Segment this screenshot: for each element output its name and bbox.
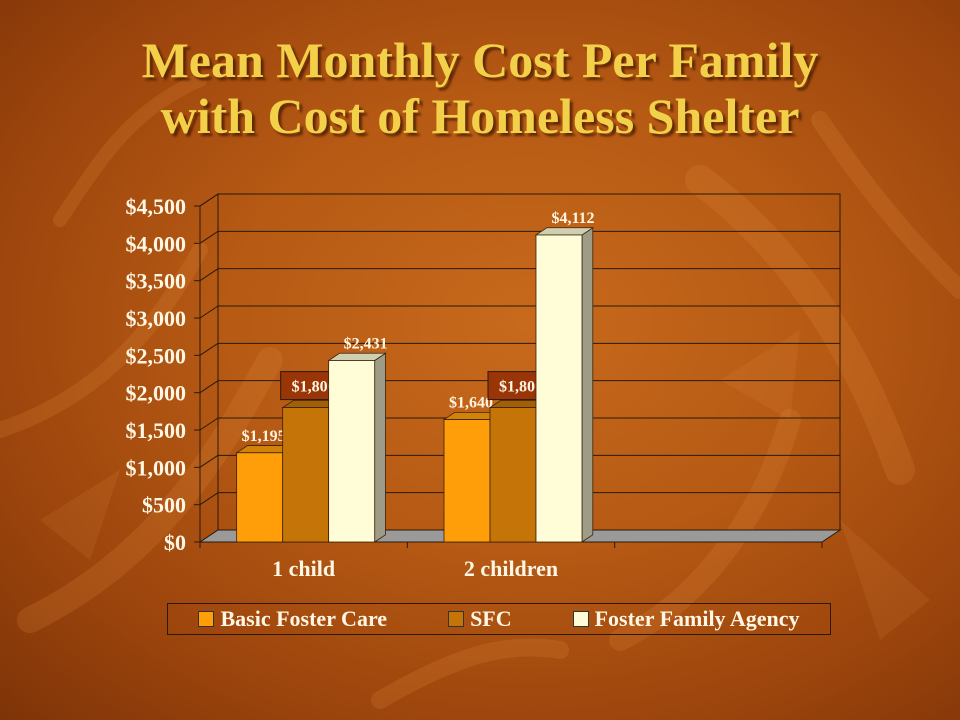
- gridline-side: [199, 492, 219, 506]
- data-label: $1,640: [449, 395, 493, 412]
- bar-top: [327, 352, 387, 361]
- gridline-side: [199, 193, 219, 207]
- bar-top: [534, 227, 595, 236]
- x-category-label: 1 child: [272, 556, 335, 581]
- y-tick-label: $3,500: [126, 269, 187, 294]
- y-tick-label: $3,000: [126, 306, 187, 331]
- legend-item: Basic Foster Care: [198, 606, 387, 632]
- bar: [282, 407, 330, 543]
- legend-label: SFC: [470, 606, 512, 631]
- gridline-side: [199, 417, 219, 431]
- gridline-side: [199, 342, 219, 356]
- y-tick-label: $4,000: [126, 231, 187, 256]
- legend-label: Foster Family Agency: [594, 606, 800, 631]
- bar: [443, 419, 491, 543]
- page-title: Mean Monthly Cost Per Family with Cost o…: [0, 32, 960, 144]
- legend-swatch: [572, 611, 589, 627]
- bar: [236, 452, 284, 543]
- bar-side: [374, 352, 386, 543]
- legend-label: Basic Foster Care: [220, 606, 388, 631]
- gridline-side: [199, 230, 219, 244]
- legend-item: SFC: [448, 606, 512, 632]
- legend-item: Foster Family Agency: [572, 606, 800, 632]
- data-label: $1,800: [499, 379, 543, 396]
- bar: [535, 234, 583, 543]
- title-line-2: with Cost of Homeless Shelter: [160, 88, 800, 144]
- y-tick-label: $4,500: [126, 194, 187, 219]
- y-tick-label: $2,500: [126, 343, 187, 368]
- y-tick-label: $1,000: [126, 455, 187, 480]
- data-label: $1,195: [242, 428, 286, 445]
- data-label: $2,431: [344, 335, 388, 352]
- legend-swatch: [198, 611, 215, 627]
- data-label: $1,800: [292, 379, 336, 396]
- data-label: $4,112: [551, 210, 594, 227]
- gridline-side: [199, 380, 219, 394]
- bar: [489, 407, 537, 543]
- title-line-1: Mean Monthly Cost Per Family: [141, 32, 819, 88]
- bar-side: [581, 227, 594, 543]
- y-tick-label: $500: [142, 493, 186, 518]
- y-tick-label: $0: [164, 530, 186, 555]
- gridline-side: [199, 268, 219, 282]
- legend-swatch: [448, 611, 465, 627]
- gridline-side: [199, 454, 219, 468]
- gridline-side: [199, 305, 219, 319]
- x-category-label: 2 children: [464, 556, 558, 581]
- y-tick-label: $2,000: [126, 381, 187, 406]
- y-tick-label: $1,500: [126, 418, 187, 443]
- chart-legend: Basic Foster Care SFC Foster Family Agency: [167, 603, 831, 635]
- bar: [328, 360, 376, 543]
- plot-side-wall: [199, 193, 219, 543]
